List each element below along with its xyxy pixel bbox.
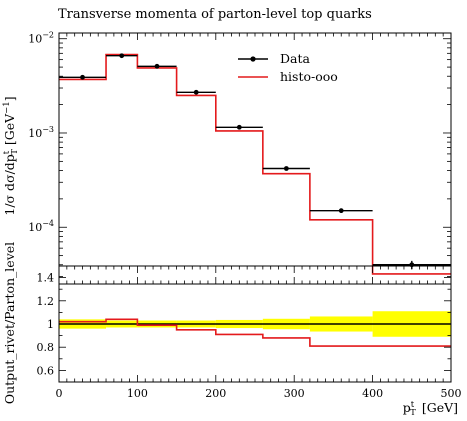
data-point: [283, 166, 289, 171]
data-point: [236, 124, 242, 130]
chart-title: Transverse momenta of parton-level top q…: [58, 7, 372, 22]
main-y-tick-label: 10−3: [28, 125, 54, 140]
main-y-axis-label: 1/σ dσ/dptT[GeV−1]: [2, 96, 20, 215]
x-tick-label: 0: [56, 387, 63, 400]
ratio-panel: 0.6 0.8 1 1.2 1.4 0 100 200 300 400 500: [37, 265, 462, 400]
x-tick-label: 500: [441, 387, 462, 400]
ratio-y-axis-label: Output_rivet/Parton_level: [2, 242, 17, 404]
x-axis-label: pt T [GeV]: [403, 400, 458, 418]
data-point: [154, 63, 160, 69]
ratio-y-tick-label: 1.4: [37, 272, 55, 285]
x-tick-label: 100: [127, 387, 148, 400]
x-tick-label: 300: [284, 387, 305, 400]
x-tick-label: 400: [362, 387, 383, 400]
data-point: [338, 208, 344, 214]
ratio-y-tick-label: 0.8: [37, 341, 55, 354]
ratio-y-tick-label: 1: [47, 318, 54, 331]
legend-data-marker: [250, 56, 256, 62]
legend-mc-label: histo-ooo: [280, 69, 338, 84]
data-point: [80, 74, 85, 80]
x-tick-label: 200: [205, 387, 226, 400]
ratio-y-tick-label: 0.6: [37, 364, 55, 377]
main-y-tick-label: 10−2: [28, 31, 54, 46]
main-panel: 10−4 10−3 10−2 Data histo-ooo: [28, 31, 452, 285]
data-point: [119, 53, 125, 59]
main-frame: [58, 32, 452, 285]
mc-step-line-main: [59, 53, 451, 275]
legend-data-label: Data: [280, 51, 310, 66]
main-y-tick-label: 10−4: [28, 219, 54, 234]
ratio-mc-step-line: [59, 318, 451, 347]
ratio-y-tick-label: 1.2: [37, 295, 55, 308]
data-point: [193, 89, 199, 95]
